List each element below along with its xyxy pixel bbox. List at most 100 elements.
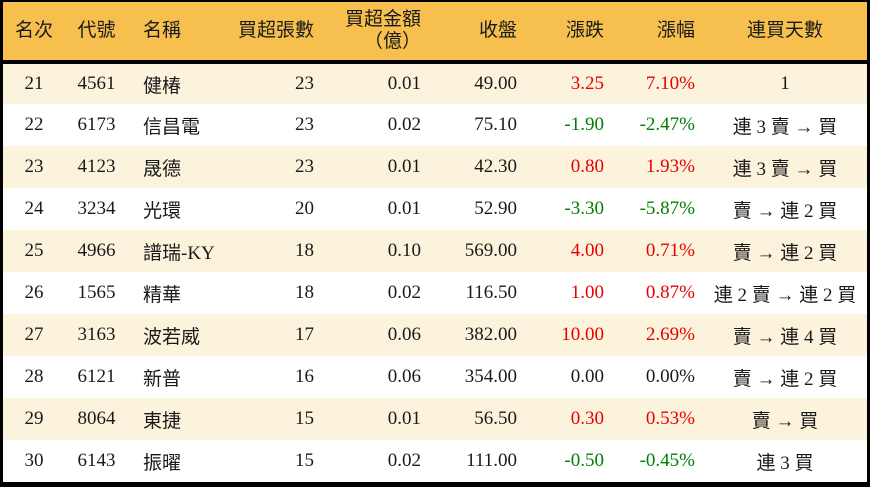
cell-code: 4966	[77, 240, 116, 261]
header-pct: 漲幅	[656, 20, 695, 42]
cell-name: 振曜	[143, 452, 182, 474]
cell-close: 56.50	[474, 408, 517, 429]
cell-streak: 賣 → 買	[751, 410, 819, 432]
cell-volume: 23	[295, 73, 314, 94]
header-volume: 買超張數	[237, 20, 314, 42]
header-rank: 名次	[14, 20, 53, 42]
cell-close: 116.50	[465, 282, 517, 303]
cell-name: 譜瑞-KY	[143, 242, 215, 264]
cell-amount: 0.01	[387, 198, 421, 219]
cell-rank: 25	[24, 240, 44, 261]
cell-code: 6121	[77, 366, 116, 387]
cell-code: 3163	[77, 324, 116, 345]
cell-volume: 15	[295, 408, 314, 429]
table-row: 29 8064 東捷 15 0.01 56.50 0.30 0.53% 賣 → …	[3, 398, 867, 440]
cell-amount: 0.01	[387, 73, 421, 94]
cell-rank: 21	[24, 73, 44, 94]
cell-change: 10.00	[561, 324, 604, 345]
table-row: 30 6143 振曜 15 0.02 111.00 -0.50 -0.45% 連…	[3, 440, 867, 482]
cell-name: 新普	[143, 368, 182, 390]
cell-pct: 0.87%	[645, 282, 695, 303]
cell-code: 6173	[77, 114, 116, 135]
cell-volume: 23	[295, 156, 314, 177]
cell-code: 4123	[77, 156, 116, 177]
table-row: 22 6173 信昌電 23 0.02 75.10 -1.90 -2.47% 連…	[3, 104, 867, 146]
cell-rank: 30	[24, 450, 44, 471]
cell-name: 信昌電	[143, 116, 201, 138]
cell-streak: 賣 → 連 2 買	[732, 242, 838, 264]
cell-rank: 24	[24, 198, 44, 219]
cell-streak: 連 3 買	[756, 452, 814, 474]
header-code: 代號	[77, 20, 116, 42]
header-row: 名次 代號 名稱 買超張數 買超金額 （億） 收盤 漲跌 漲幅 連買天數	[3, 2, 867, 62]
cell-close: 75.10	[474, 114, 517, 135]
cell-amount: 0.02	[387, 282, 421, 303]
table-body: 21 4561 健椿 23 0.01 49.00 3.25 7.10% 1 22…	[3, 62, 867, 482]
cell-pct: -2.47%	[639, 114, 695, 135]
cell-pct: -5.87%	[639, 198, 695, 219]
cell-rank: 28	[24, 366, 44, 387]
cell-code: 4561	[77, 73, 116, 94]
table-row: 21 4561 健椿 23 0.01 49.00 3.25 7.10% 1	[3, 62, 867, 104]
cell-code: 8064	[77, 408, 116, 429]
cell-close: 569.00	[464, 240, 517, 261]
cell-amount: 0.01	[387, 156, 421, 177]
cell-name: 晟德	[143, 158, 182, 180]
header-change: 漲跌	[565, 20, 604, 42]
cell-streak: 1	[780, 73, 790, 94]
cell-close: 111.00	[466, 450, 517, 471]
table-row: 28 6121 新普 16 0.06 354.00 0.00 0.00% 賣 →…	[3, 356, 867, 398]
cell-code: 6143	[77, 450, 116, 471]
cell-amount: 0.01	[387, 408, 421, 429]
cell-pct: 0.53%	[645, 408, 695, 429]
cell-close: 42.30	[474, 156, 517, 177]
cell-volume: 23	[295, 114, 314, 135]
cell-name: 東捷	[143, 410, 182, 432]
header-streak: 連買天數	[746, 20, 823, 42]
header-amount-line1: 買超金額	[344, 9, 421, 31]
cell-name: 光環	[143, 200, 182, 222]
cell-pct: 0.71%	[645, 240, 695, 261]
cell-pct: 7.10%	[645, 73, 695, 94]
cell-volume: 17	[295, 324, 314, 345]
cell-amount: 0.10	[387, 240, 421, 261]
cell-name: 精華	[143, 284, 182, 306]
table-row: 23 4123 晟德 23 0.01 42.30 0.80 1.93% 連 3 …	[3, 146, 867, 188]
cell-streak: 連 2 賣 → 連 2 買	[713, 284, 857, 306]
cell-change: 3.25	[570, 73, 604, 94]
cell-streak: 賣 → 連 2 買	[732, 368, 838, 390]
cell-close: 49.00	[474, 73, 517, 94]
cell-rank: 26	[24, 282, 44, 303]
cell-volume: 20	[295, 198, 314, 219]
cell-volume: 16	[295, 366, 314, 387]
cell-volume: 18	[295, 240, 314, 261]
table-header: 名次 代號 名稱 買超張數 買超金額 （億） 收盤 漲跌 漲幅 連買天數	[3, 2, 867, 62]
cell-streak: 賣 → 連 2 買	[732, 200, 838, 222]
cell-pct: 0.00%	[645, 366, 695, 387]
cell-change: -3.30	[564, 198, 604, 219]
cell-change: -0.50	[564, 450, 604, 471]
table-row: 25 4966 譜瑞-KY 18 0.10 569.00 4.00 0.71% …	[3, 230, 867, 272]
cell-change: -1.90	[564, 114, 604, 135]
cell-close: 52.90	[474, 198, 517, 219]
header-name: 名稱	[143, 20, 182, 42]
header-amount: 買超金額 （億）	[328, 2, 433, 62]
cell-pct: 1.93%	[645, 156, 695, 177]
cell-close: 382.00	[464, 324, 517, 345]
cell-amount: 0.06	[387, 324, 421, 345]
table-row: 26 1565 精華 18 0.02 116.50 1.00 0.87% 連 2…	[3, 272, 867, 314]
cell-pct: 2.69%	[645, 324, 695, 345]
cell-code: 3234	[77, 198, 116, 219]
cell-amount: 0.06	[387, 366, 421, 387]
cell-change: 1.00	[570, 282, 604, 303]
cell-streak: 賣 → 連 4 買	[732, 326, 838, 348]
cell-close: 354.00	[464, 366, 517, 387]
table-row: 24 3234 光環 20 0.01 52.90 -3.30 -5.87% 賣 …	[3, 188, 867, 230]
cell-amount: 0.02	[387, 114, 421, 135]
cell-rank: 23	[24, 156, 44, 177]
table-row: 27 3163 波若威 17 0.06 382.00 10.00 2.69% 賣…	[3, 314, 867, 356]
cell-rank: 27	[24, 324, 44, 345]
cell-rank: 22	[24, 114, 44, 135]
header-close: 收盤	[478, 20, 517, 42]
cell-pct: -0.45%	[639, 450, 695, 471]
